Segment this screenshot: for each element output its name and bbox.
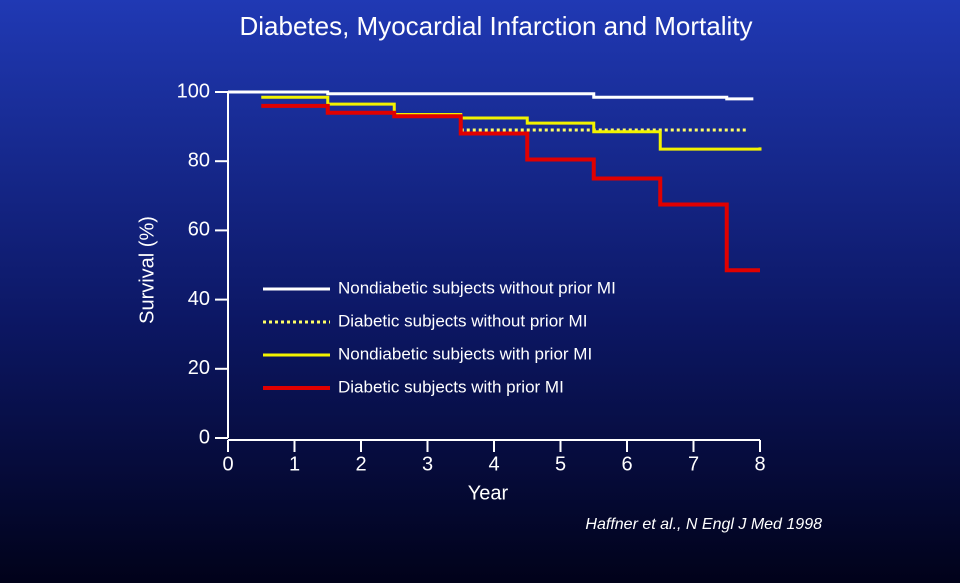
y-tick-label: 60 bbox=[188, 219, 210, 241]
x-tick-label: 8 bbox=[754, 453, 765, 475]
citation: Haffner et al., N Engl J Med 1998 bbox=[585, 516, 822, 533]
legend-label: Nondiabetic subjects without prior MI bbox=[338, 278, 616, 297]
survival-line bbox=[261, 103, 760, 273]
x-axis-label: Year bbox=[468, 482, 509, 504]
x-tick-label: 7 bbox=[688, 453, 699, 475]
x-tick-label: 2 bbox=[355, 453, 366, 475]
chart-title: Diabetes, Myocardial Infarction and Mort… bbox=[239, 11, 752, 41]
x-tick-label: 0 bbox=[222, 453, 233, 475]
x-tick-label: 1 bbox=[289, 453, 300, 475]
legend-label: Diabetic subjects with prior MI bbox=[338, 377, 564, 396]
y-tick-label: 20 bbox=[188, 357, 210, 379]
legend-label: Nondiabetic subjects with prior MI bbox=[338, 344, 592, 363]
y-axis-label: Survival (%) bbox=[136, 216, 158, 324]
y-tick-label: 0 bbox=[199, 426, 210, 448]
survival-line bbox=[228, 90, 754, 101]
x-tick-label: 6 bbox=[621, 453, 632, 475]
x-tick-label: 4 bbox=[488, 453, 499, 475]
x-tick-label: 5 bbox=[555, 453, 566, 475]
x-tick-label: 3 bbox=[422, 453, 433, 475]
y-tick-label: 100 bbox=[177, 80, 210, 102]
y-tick-label: 40 bbox=[188, 288, 210, 310]
legend-label: Diabetic subjects without prior MI bbox=[338, 311, 587, 330]
survival-line bbox=[261, 95, 762, 151]
y-tick-label: 80 bbox=[188, 149, 210, 171]
